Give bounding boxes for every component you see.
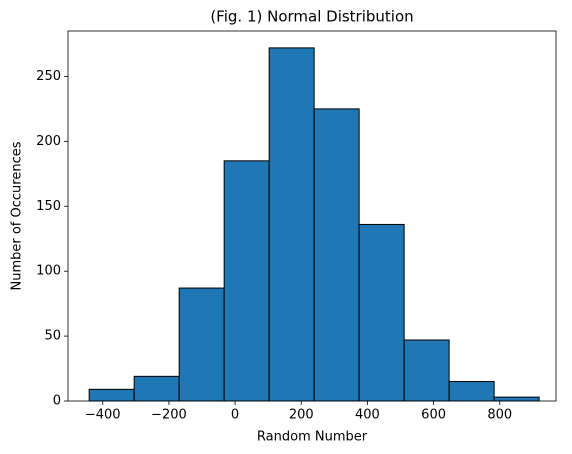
- y-tick-label: 150: [36, 199, 61, 214]
- y-tick-label: 0: [53, 394, 61, 409]
- bar: [358, 223, 405, 402]
- x-tick-label: 0: [231, 408, 239, 423]
- y-tick-label: 250: [36, 69, 61, 84]
- y-tick-label: 50: [44, 329, 61, 344]
- bar: [403, 339, 450, 402]
- x-axis-label: Random Number: [257, 430, 368, 445]
- plot-frame: [67, 30, 557, 402]
- bar: [268, 47, 315, 402]
- x-tick-label: −200: [151, 408, 187, 423]
- x-tick-label: −400: [85, 408, 121, 423]
- y-axis-label: Number of Occurences: [10, 141, 25, 290]
- bar: [493, 396, 540, 402]
- x-tick-label: 400: [355, 408, 380, 423]
- bar: [223, 160, 270, 402]
- bar: [448, 381, 495, 402]
- chart-title: (Fig. 1) Normal Distribution: [210, 8, 413, 26]
- bar: [133, 375, 180, 402]
- bar: [88, 388, 135, 402]
- bar: [313, 108, 360, 402]
- x-tick-label: 600: [421, 408, 446, 423]
- x-tick-label: 200: [289, 408, 314, 423]
- y-tick-label: 100: [36, 264, 61, 279]
- x-tick-label: 800: [487, 408, 512, 423]
- bar: [178, 287, 225, 402]
- y-tick-label: 200: [36, 134, 61, 149]
